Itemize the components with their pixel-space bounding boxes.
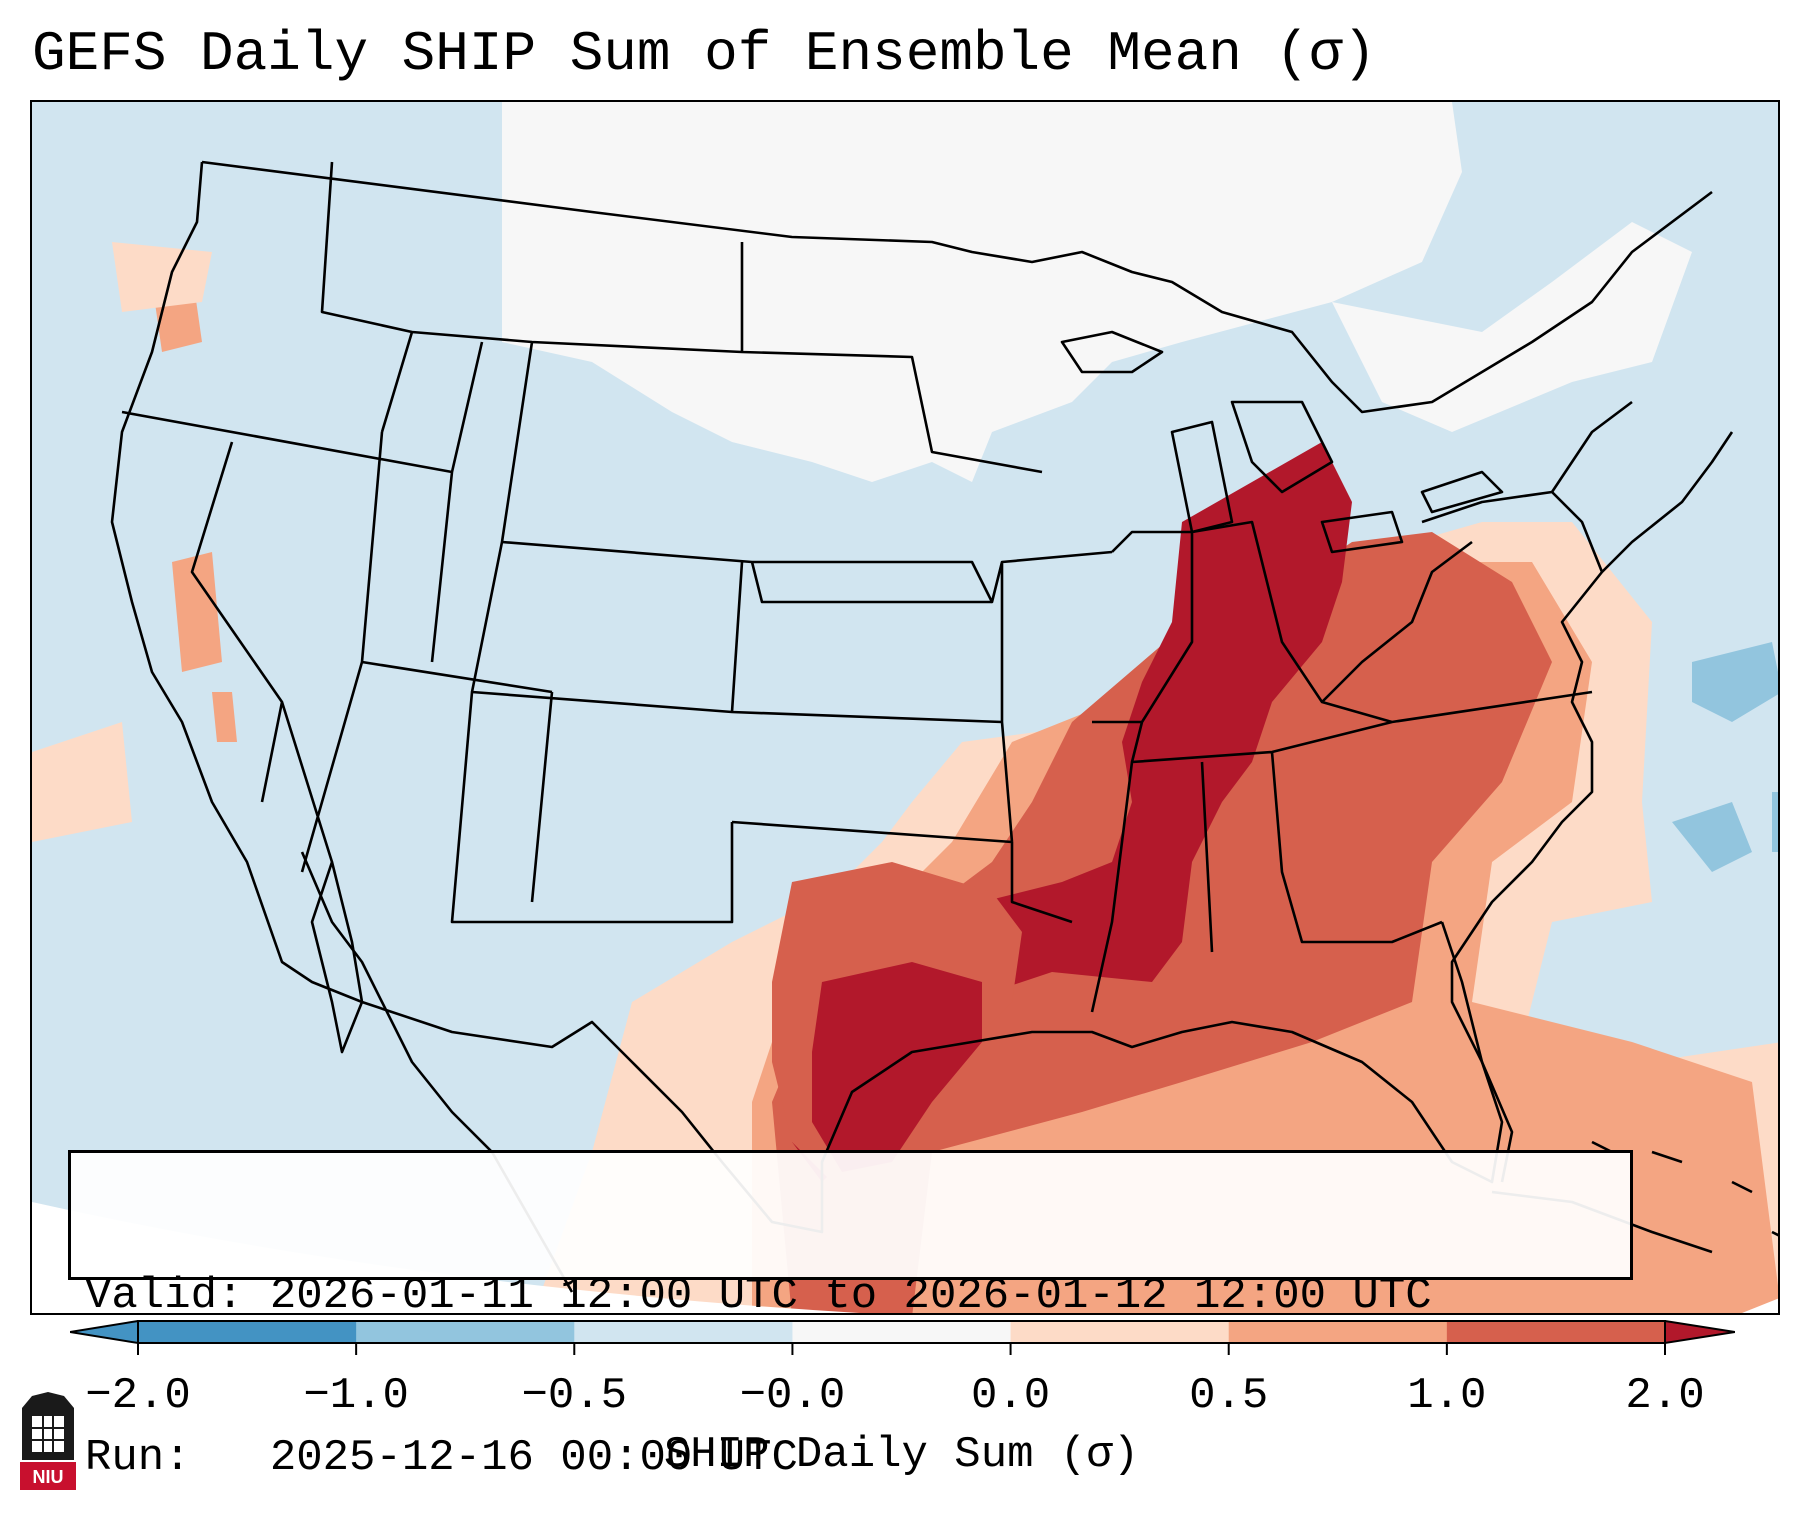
logo-text: NIU: [33, 1467, 64, 1487]
domain-mask-right: [1742, 1298, 1778, 1313]
colorbar-tick-label: −0.0: [739, 1371, 846, 1421]
colorbar-segment: [1010, 1321, 1230, 1343]
florida: [1440, 921, 1514, 1183]
logo-grid-icon: [32, 1416, 64, 1452]
colorbar-tick-label: 1.0: [1407, 1371, 1487, 1421]
run-value: 2025-12-16 00:00 UTC: [269, 1433, 798, 1483]
domain-mask: [32, 1202, 860, 1313]
colorbar-segment: [1228, 1321, 1448, 1343]
figure-title: GEFS Daily SHIP Sum of Ensemble Mean (σ): [32, 22, 1377, 86]
colorbar-tick-label: 0.0: [970, 1371, 1051, 1421]
state-lines: [121, 161, 1633, 1013]
colorbar-tick-labels: −2.0 −1.0 −0.5 −0.0 0.0 0.5 1.0 2.0: [0, 1370, 1803, 1430]
boundaries: [110, 160, 1778, 1293]
valid-run-box: Valid: 2026-01-11 12:00 UTC to 2026-01-1…: [68, 1150, 1633, 1483]
logo-window-icon: [32, 1416, 64, 1452]
colorbar-segment: [574, 1321, 793, 1343]
colorbar-segments: [70, 1320, 1735, 1345]
baja: [310, 860, 364, 1054]
colorbar-tick-label: −1.0: [303, 1371, 409, 1421]
field-westcoast-pink: [152, 272, 237, 742]
colorbar-tick-label: 2.0: [1625, 1371, 1705, 1421]
field-white-north: [502, 102, 1462, 482]
colorbar-segment: [138, 1321, 357, 1343]
logo-banner: [20, 1462, 76, 1490]
colorbar-frame: [137, 1320, 1666, 1344]
colorbar-label: SHIP Daily Sum (σ): [663, 1430, 1140, 1480]
colorbar-tick-label: 0.5: [1189, 1371, 1269, 1421]
colorbar-segment: [1446, 1321, 1666, 1343]
colorbar-tick-label: −2.0: [85, 1371, 191, 1421]
niu-logo: NIU: [20, 1392, 76, 1490]
colorbar-tickmarks: [137, 1343, 1666, 1355]
colorbar-extend-high: [1664, 1320, 1735, 1345]
map-svg: [32, 102, 1778, 1313]
us-outline: [110, 161, 1734, 1234]
valid-row: Valid: 2026-01-11 12:00 UTC to 2026-01-1…: [85, 1269, 1616, 1323]
colorbar-segment: [792, 1321, 1012, 1343]
islands: [1591, 1140, 1778, 1237]
run-row: Run: 2025-12-16 00:00 UTC: [85, 1431, 1616, 1485]
colorbar-tick-label: −0.5: [521, 1371, 628, 1421]
valid-value: 2026-01-11 12:00 UTC to 2026-01-12 12:00…: [269, 1271, 1432, 1321]
field-texas-dark: [812, 962, 982, 1172]
run-label: Run:: [85, 1433, 191, 1483]
valid-label: Valid:: [85, 1271, 244, 1321]
canada-border: [201, 160, 1713, 414]
colorbar-segment: [356, 1321, 575, 1343]
field-atlantic-blue: [1672, 642, 1778, 872]
map-panel[interactable]: [30, 100, 1780, 1315]
field-westcoast-light: [32, 242, 212, 842]
great-lakes: [1060, 330, 1504, 554]
colorbar-extend-low: [70, 1320, 139, 1345]
colorbar: [70, 1320, 1735, 1355]
field-white-ne: [1332, 222, 1692, 432]
